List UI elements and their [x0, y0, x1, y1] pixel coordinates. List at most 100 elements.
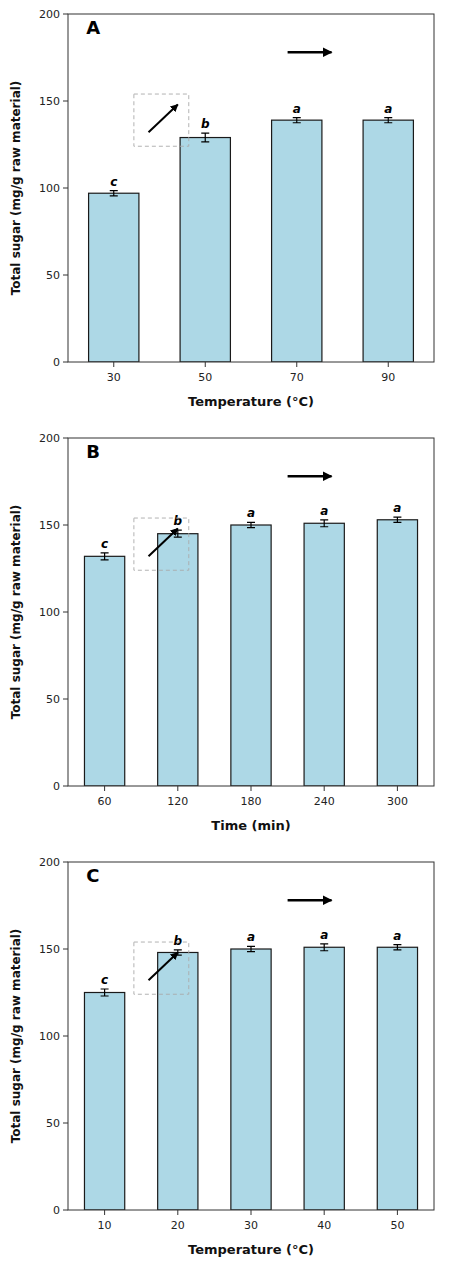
x-tick: [205, 362, 206, 367]
y-tick-label: 100: [39, 606, 60, 619]
bar: [231, 525, 271, 786]
x-tick-label: 50: [390, 1219, 404, 1232]
y-axis-label: Total sugar (mg/g raw material): [9, 81, 23, 296]
x-tick-label: 40: [317, 1219, 331, 1232]
error-bar: [101, 989, 109, 996]
y-tick: [63, 14, 68, 15]
x-tick: [104, 1210, 105, 1215]
y-tick: [63, 786, 68, 787]
y-tick: [63, 188, 68, 189]
y-tick: [63, 101, 68, 102]
y-tick: [63, 1210, 68, 1211]
x-tick-label: 70: [290, 371, 304, 384]
bar: [158, 952, 198, 1210]
error-bar: [320, 520, 328, 527]
x-tick: [296, 362, 297, 367]
significance-label: b: [201, 117, 210, 131]
x-tick: [251, 786, 252, 791]
significance-label: c: [101, 973, 108, 987]
panel-label: B: [86, 441, 100, 462]
x-tick: [104, 786, 105, 791]
arrow: [288, 475, 332, 478]
y-tick: [63, 438, 68, 439]
y-tick: [63, 1123, 68, 1124]
x-tick-label: 300: [387, 795, 408, 808]
significance-label: c: [110, 175, 117, 189]
significance-label: a: [384, 102, 392, 116]
x-tick-label: 90: [381, 371, 395, 384]
y-tick: [63, 699, 68, 700]
x-axis-label: Temperature (°C): [188, 394, 314, 409]
y-tick: [63, 612, 68, 613]
plot-frame: [68, 438, 434, 786]
error-bar: [320, 944, 328, 951]
x-tick-label: 20: [171, 1219, 185, 1232]
significance-label: b: [174, 934, 183, 948]
dashed-box: [134, 94, 189, 146]
y-tick-label: 50: [46, 1117, 60, 1130]
plot-area: [89, 118, 414, 362]
y-tick-label: 50: [46, 693, 60, 706]
x-axis-label: Temperature (°C): [188, 1242, 314, 1257]
y-tick-label: 150: [39, 519, 60, 532]
y-tick-label: 100: [39, 182, 60, 195]
bar: [180, 138, 230, 362]
figure: 05010015020030507090Temperature (°C)Tota…: [0, 0, 450, 1272]
significance-label: a: [320, 928, 328, 942]
y-tick-label: 200: [39, 432, 60, 445]
panel-label: C: [86, 865, 99, 886]
bar: [304, 523, 344, 786]
x-tick-label: 60: [98, 795, 112, 808]
dashed-box: [134, 942, 189, 994]
significance-label: a: [393, 929, 401, 943]
x-axis-label: Time (min): [211, 818, 290, 833]
x-tick-label: 120: [167, 795, 188, 808]
significance-label: b: [174, 514, 183, 528]
x-tick: [177, 786, 178, 791]
x-tick: [397, 786, 398, 791]
plot-frame: [68, 862, 434, 1210]
bar: [363, 120, 413, 362]
y-axis-label: Total sugar (mg/g raw material): [9, 505, 23, 720]
y-tick: [63, 862, 68, 863]
dashed-box: [134, 518, 189, 570]
x-tick: [251, 1210, 252, 1215]
y-tick-label: 200: [39, 856, 60, 869]
bar: [158, 534, 198, 786]
y-tick: [63, 525, 68, 526]
y-tick-label: 200: [39, 8, 60, 21]
bar: [84, 556, 124, 786]
error-bar: [101, 553, 109, 560]
y-tick-label: 0: [53, 356, 60, 369]
x-tick-label: 180: [241, 795, 262, 808]
x-tick: [177, 1210, 178, 1215]
bar: [377, 947, 417, 1210]
plot-area: [84, 517, 417, 786]
significance-label: a: [247, 930, 255, 944]
panel: 05010015020060120180240300Time (min)Tota…: [9, 432, 434, 834]
arrow: [149, 952, 178, 980]
y-tick: [63, 949, 68, 950]
x-tick-label: 240: [314, 795, 335, 808]
x-tick-label: 30: [107, 371, 121, 384]
significance-label: a: [320, 504, 328, 518]
bar: [377, 520, 417, 786]
plot-frame: [68, 14, 434, 362]
error-bar: [201, 133, 209, 142]
x-tick-label: 30: [244, 1219, 258, 1232]
error-bar: [393, 945, 401, 950]
x-tick: [388, 362, 389, 367]
error-bar: [247, 522, 255, 527]
y-tick-label: 0: [53, 1204, 60, 1217]
panel-label: A: [86, 17, 100, 38]
x-tick: [113, 362, 114, 367]
significance-label: c: [101, 537, 108, 551]
arrow: [149, 528, 178, 556]
y-tick: [63, 362, 68, 363]
y-tick-label: 150: [39, 943, 60, 956]
error-bar: [384, 118, 392, 123]
y-tick: [63, 1036, 68, 1037]
bar: [304, 947, 344, 1210]
significance-label: a: [247, 506, 255, 520]
y-axis-label: Total sugar (mg/g raw material): [9, 929, 23, 1144]
